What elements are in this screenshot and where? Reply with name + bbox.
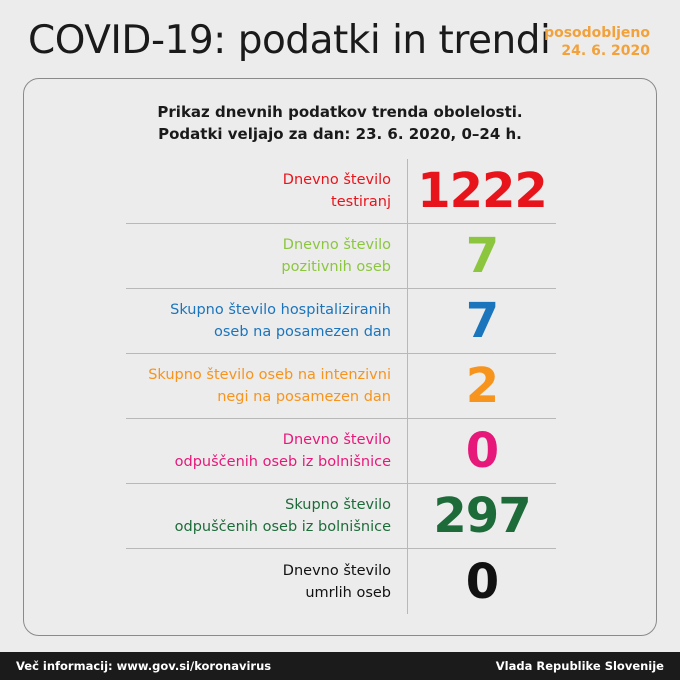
stat-label-line-2: oseb na posamezen dan bbox=[213, 324, 391, 340]
stat-value: 0 bbox=[465, 423, 499, 479]
stat-row-intensive-care: Skupno število oseb na intenzivni negi na… bbox=[126, 354, 556, 419]
stat-label-line-1: Dnevno število bbox=[282, 562, 391, 579]
stat-value: 1222 bbox=[417, 163, 548, 219]
subtitle-line-1: Prikaz dnevnih podatkov trenda obolelost… bbox=[157, 103, 523, 121]
stat-row-daily-deaths: Dnevno število umrlih oseb 0 bbox=[126, 549, 556, 614]
stat-value: 297 bbox=[433, 488, 531, 544]
updated-info: posodobljeno 24. 6. 2020 bbox=[544, 24, 650, 60]
stat-label-line-2: testiranj bbox=[331, 194, 391, 210]
stat-label-line-2: odpuščenih oseb iz bolnišnice bbox=[174, 519, 391, 535]
stat-label-line-1: Skupno število bbox=[285, 497, 391, 513]
subtitle-line-2: Podatki veljajo za dan: 23. 6. 2020, 0–2… bbox=[158, 125, 522, 143]
stat-label: Skupno število hospitaliziranih oseb na p… bbox=[126, 289, 408, 353]
stat-label: Dnevno število odpuščenih oseb iz bolnišn… bbox=[126, 419, 408, 483]
footer-bar: Več informacij: www.gov.si/koronavirus V… bbox=[0, 652, 680, 680]
stat-row-hospitalized: Skupno število hospitaliziranih oseb na p… bbox=[126, 289, 556, 354]
stat-label: Dnevno število umrlih oseb bbox=[126, 549, 408, 614]
stat-label-line-2: pozitivnih oseb bbox=[281, 259, 391, 275]
stat-row-daily-tests: Dnevno število testiranj 1222 bbox=[126, 159, 556, 224]
stat-label-line-1: Skupno število hospitaliziranih bbox=[170, 302, 391, 318]
stat-label-line-1: Dnevno število bbox=[282, 172, 391, 188]
stat-label-line-2: negi na posamezen dan bbox=[217, 389, 391, 405]
stat-label-line-1: Skupno število oseb na intenzivni bbox=[148, 367, 391, 383]
publisher-name: Vlada Republike Slovenije bbox=[495, 659, 664, 673]
stat-row-daily-discharged: Dnevno število odpuščenih oseb iz bolnišn… bbox=[126, 419, 556, 484]
card-subtitle: Prikaz dnevnih podatkov trenda obolelost… bbox=[24, 101, 656, 145]
stat-label-line-2: umrlih oseb bbox=[305, 584, 391, 601]
stats-card: Prikaz dnevnih podatkov trenda obolelost… bbox=[23, 78, 657, 636]
stat-value: 2 bbox=[465, 358, 499, 414]
stat-label: Dnevno število pozitivnih oseb bbox=[126, 224, 408, 288]
stat-row-daily-positive: Dnevno število pozitivnih oseb 7 bbox=[126, 224, 556, 289]
stat-label: Dnevno število testiranj bbox=[126, 159, 408, 223]
stat-label-line-1: Dnevno število bbox=[282, 237, 391, 253]
stat-row-total-discharged: Skupno število odpuščenih oseb iz bolnišn… bbox=[126, 484, 556, 549]
stat-value: 0 bbox=[465, 553, 499, 610]
stat-label-line-2: odpuščenih oseb iz bolnišnice bbox=[174, 454, 391, 470]
more-info-link[interactable]: Več informacij: www.gov.si/koronavirus bbox=[16, 659, 272, 673]
stats-list: Dnevno število testiranj 1222 Dnevno štev… bbox=[126, 159, 556, 614]
updated-label: posodobljeno bbox=[544, 25, 650, 41]
stat-value: 7 bbox=[465, 293, 499, 349]
stat-label: Skupno število oseb na intenzivni negi na… bbox=[126, 354, 408, 418]
stat-label: Skupno število odpuščenih oseb iz bolnišn… bbox=[126, 484, 408, 548]
stat-label-line-1: Dnevno število bbox=[282, 432, 391, 448]
page-title: COVID-19: podatki in trendi bbox=[28, 18, 551, 63]
stat-value: 7 bbox=[465, 228, 499, 284]
updated-date: 24. 6. 2020 bbox=[561, 43, 650, 59]
